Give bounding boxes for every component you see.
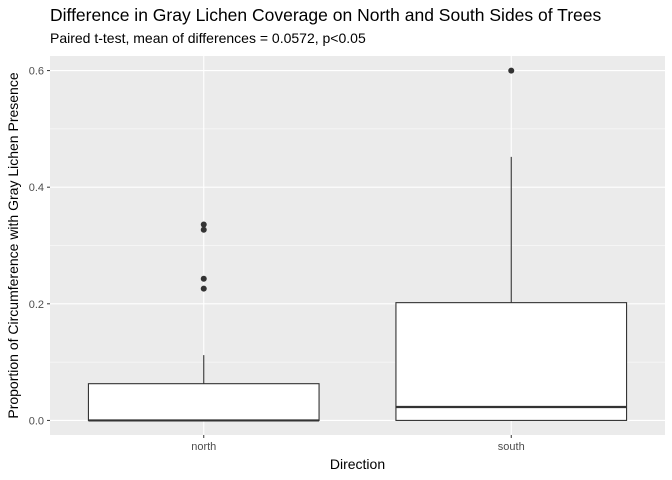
chart-title: Difference in Gray Lichen Coverage on No… [50, 5, 602, 25]
outlier-point [200, 226, 207, 233]
outlier-point [508, 67, 515, 74]
y-tick-label: 0.0 [29, 415, 44, 427]
x-tick-label: north [191, 441, 216, 453]
outlier-point [200, 285, 207, 292]
x-axis-title: Direction [330, 456, 385, 472]
y-axis: 0.0 0.2 0.4 0.6 [29, 66, 50, 427]
y-tick-label: 0.6 [29, 66, 44, 78]
box-iqr [395, 302, 628, 421]
y-axis-title: Proportion of Circumference with Gray Li… [5, 72, 21, 418]
box-iqr [87, 383, 320, 421]
y-tick-label: 0.4 [29, 182, 44, 194]
outlier-point [200, 221, 207, 228]
boxes [87, 67, 628, 422]
y-tick-label: 0.2 [29, 299, 44, 311]
x-axis: north south [191, 435, 525, 453]
x-tick-label: south [498, 441, 525, 453]
outlier-point [200, 275, 207, 282]
chart-subtitle: Paired t-test, mean of differences = 0.0… [50, 30, 366, 46]
